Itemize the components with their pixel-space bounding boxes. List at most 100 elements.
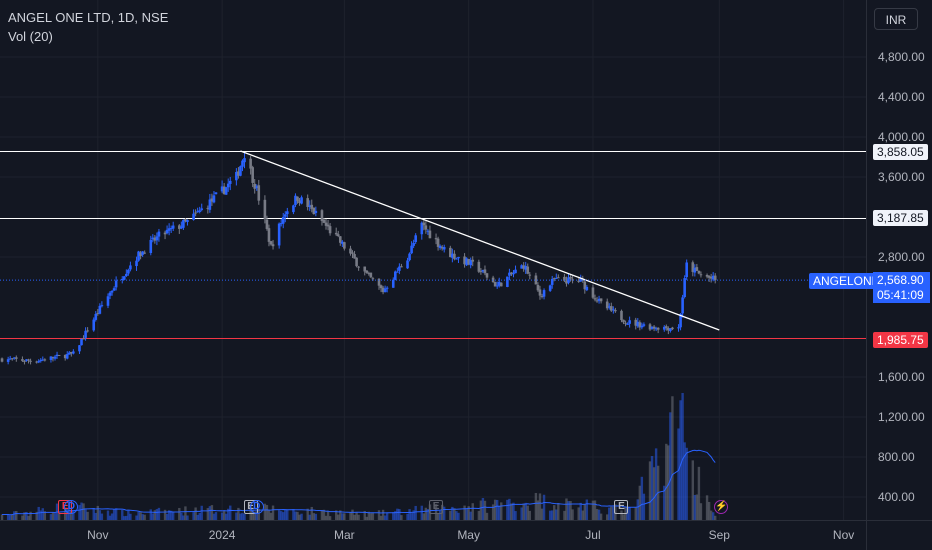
candle-body (263, 199, 267, 220)
candle-body (381, 287, 385, 293)
candle-body (669, 328, 672, 331)
candle-body (82, 338, 85, 340)
candle-body (396, 271, 399, 273)
candle-body (314, 210, 318, 214)
volume-bar (420, 505, 423, 520)
candle-body (163, 232, 167, 235)
candle-body (463, 256, 466, 265)
candle-body (184, 219, 187, 222)
volume-bar (622, 514, 625, 520)
candle-body (222, 186, 226, 194)
candle-body (662, 326, 666, 330)
candle-body (255, 186, 259, 188)
volume-bar (337, 514, 340, 520)
candle-body (279, 223, 283, 225)
candle-body (369, 272, 373, 278)
volume-bar (70, 511, 73, 520)
volume-bar (249, 504, 252, 520)
candle-body (412, 242, 415, 246)
candle-body (640, 325, 644, 328)
volume-bar (451, 506, 454, 520)
volume-bar (493, 499, 497, 520)
candle-body (251, 167, 254, 183)
candle-body (153, 237, 157, 241)
volume-bar (265, 505, 269, 520)
earnings-event-icon[interactable]: E (614, 500, 629, 514)
volume-bar (43, 511, 47, 520)
volume-bar (683, 442, 686, 520)
dividend-event-icon[interactable]: D (64, 500, 79, 514)
volume-bar (398, 509, 401, 520)
candle-body (308, 205, 312, 208)
candle-body (426, 230, 430, 232)
volume-bar (650, 455, 654, 520)
volume-bar (705, 495, 709, 520)
volume-bar (306, 508, 309, 520)
volume-bar (524, 502, 527, 520)
candle-body (599, 298, 603, 302)
level-tag-high: 3,858.05 (873, 144, 928, 160)
volume-bar (514, 511, 517, 520)
volume-bar (253, 511, 256, 520)
volume-bar (355, 512, 358, 520)
split-event-icon[interactable]: ⚡ (714, 500, 729, 514)
candle-body (620, 310, 623, 321)
y-tick-label: 4,400.00 (878, 90, 925, 104)
volume-bar (699, 503, 703, 520)
volume-bar (198, 513, 201, 520)
volume-bar (500, 502, 503, 520)
volume-bar (243, 513, 246, 520)
y-tick-label: 400.00 (878, 490, 915, 504)
candle-body (96, 313, 100, 315)
candle-body (72, 351, 75, 354)
candle-body (552, 278, 556, 280)
volume-bar (13, 511, 16, 520)
candle-body (143, 252, 146, 254)
volume-bar (15, 511, 18, 520)
candle-body (677, 327, 680, 329)
y-tick-label: 800.00 (878, 450, 915, 464)
candle-body (499, 282, 503, 287)
candle-body (214, 192, 218, 195)
dividend-event-icon[interactable]: D (249, 500, 264, 514)
volume-bar (282, 512, 285, 520)
volume-bar (481, 498, 485, 520)
volume-ma-line (2, 449, 716, 516)
volume-bar (212, 513, 216, 520)
volume-bar (110, 513, 114, 520)
volume-bar (406, 513, 409, 520)
candle-body (194, 212, 197, 214)
candle-body (27, 359, 30, 361)
volume-bar (457, 512, 460, 520)
candle-body (705, 275, 709, 277)
volume-bar (408, 509, 411, 520)
volume-bar (86, 511, 89, 520)
candle-body (554, 277, 558, 279)
volume-bar (371, 512, 375, 520)
candle-body (481, 269, 485, 272)
y-tick-label: 4,000.00 (878, 130, 925, 144)
volume-bar (571, 509, 574, 520)
volume-bar (612, 506, 615, 520)
volume-bar (163, 509, 167, 520)
volume-bar (37, 506, 40, 520)
volume-bar (520, 507, 523, 520)
currency-button[interactable]: INR (874, 8, 918, 30)
candle-body (43, 359, 47, 361)
candle-body (485, 273, 489, 278)
volume-bar (542, 494, 546, 520)
volume-bar (709, 510, 713, 520)
candle-body (683, 278, 686, 298)
y-tick-label: 3,600.00 (878, 170, 925, 184)
volume-bar (526, 505, 529, 520)
volume-bar (139, 512, 142, 520)
volume-bar (711, 512, 715, 520)
earnings-event-icon[interactable]: E (429, 500, 444, 514)
candle-body (638, 322, 642, 328)
volume-bar (654, 448, 658, 520)
volume-bar (467, 506, 470, 520)
candle-body (536, 284, 540, 291)
volume-bar (363, 510, 366, 520)
candle-body (310, 204, 314, 209)
